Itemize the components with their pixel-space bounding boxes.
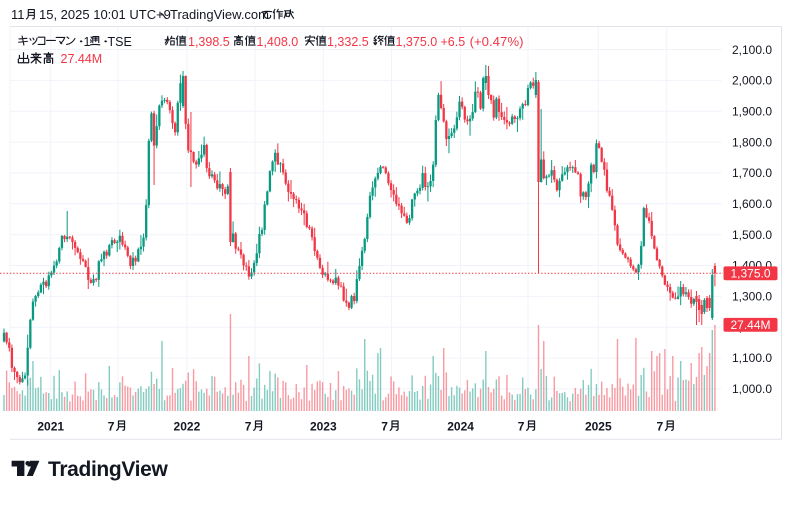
svg-text:1,800.0: 1,800.0 [732, 135, 772, 149]
svg-text:1,375.0: 1,375.0 [396, 35, 438, 49]
svg-text:2021: 2021 [37, 420, 64, 434]
svg-text:1,600.0: 1,600.0 [732, 197, 772, 211]
svg-text:TSE: TSE [108, 35, 132, 49]
svg-text:(+0.47%): (+0.47%) [470, 34, 524, 49]
svg-text:1,332.5: 1,332.5 [327, 35, 369, 49]
svg-text:1,300.0: 1,300.0 [732, 290, 772, 304]
svg-text:1,408.0: 1,408.0 [257, 35, 299, 49]
svg-text:2,000.0: 2,000.0 [732, 74, 772, 88]
svg-text:27.44M: 27.44M [730, 318, 770, 332]
svg-text:1: 1 [84, 35, 91, 49]
svg-text:1,700.0: 1,700.0 [732, 166, 772, 180]
svg-text:15, 2025 10:01 UTC+9: 15, 2025 10:01 UTC+9 [39, 7, 171, 22]
svg-text:2,100.0: 2,100.0 [732, 43, 772, 57]
svg-text:7: 7 [108, 420, 115, 434]
svg-text:7: 7 [245, 420, 252, 434]
svg-text:1,100.0: 1,100.0 [732, 351, 772, 365]
svg-text:1,375.0: 1,375.0 [730, 267, 770, 281]
svg-text:2025: 2025 [585, 420, 612, 434]
svg-text:1,900.0: 1,900.0 [732, 105, 772, 119]
svg-text:+6.5: +6.5 [441, 35, 466, 49]
svg-text:2023: 2023 [310, 420, 337, 434]
svg-text:1,000.0: 1,000.0 [732, 382, 772, 396]
svg-text:TradingView: TradingView [48, 458, 168, 481]
svg-text:7: 7 [381, 420, 388, 434]
svg-text:2024: 2024 [447, 420, 474, 434]
svg-text:27.44M: 27.44M [61, 52, 103, 66]
svg-text:1,500.0: 1,500.0 [732, 228, 772, 242]
svg-text:11: 11 [11, 7, 25, 22]
svg-text:7: 7 [657, 420, 664, 434]
svg-text:2022: 2022 [174, 420, 201, 434]
svg-text:1,398.5: 1,398.5 [188, 35, 230, 49]
svg-text:7: 7 [518, 420, 525, 434]
svg-text:TradingView.com: TradingView.com [170, 7, 269, 22]
